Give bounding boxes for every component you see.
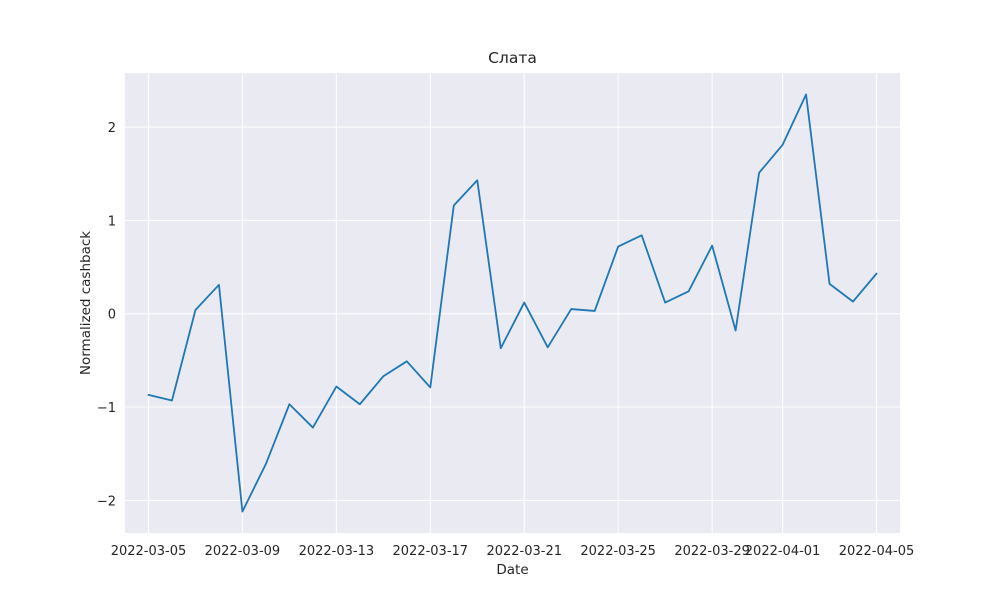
y-tick-label: 0: [108, 308, 116, 323]
series-line: [147, 93, 878, 513]
y-tick-label: −2: [97, 494, 116, 509]
x-tick-labels: 2022-03-05 2022-03-09 2022-03-13 2022-03-17…: [111, 544, 915, 559]
chart-title: Слата: [488, 49, 537, 67]
y-tick-label: −1: [97, 401, 116, 416]
x-tick-label: 2022-04-05: [839, 544, 915, 559]
y-tick-label: 1: [108, 214, 116, 229]
x-tick-label: 2022-03-09: [205, 544, 281, 559]
plot-background: [125, 73, 900, 533]
series-group: [147, 93, 878, 513]
x-axis-label: Date: [496, 562, 528, 578]
y-axis-label: Normalized cashback: [78, 231, 94, 375]
y-tick-labels: −2 −1 0 1 2: [97, 121, 116, 509]
x-tick-label: 2022-03-13: [299, 544, 375, 559]
x-tick-label: 2022-03-25: [580, 544, 656, 559]
y-tick-label: 2: [108, 121, 116, 136]
x-tick-label: 2022-03-05: [111, 544, 187, 559]
x-tick-label: 2022-03-29: [674, 544, 750, 559]
x-tick-label: 2022-03-17: [393, 544, 469, 559]
x-tick-label: 2022-04-01: [745, 544, 821, 559]
x-tick-label: 2022-03-21: [486, 544, 562, 559]
grid-lines: [125, 73, 900, 533]
